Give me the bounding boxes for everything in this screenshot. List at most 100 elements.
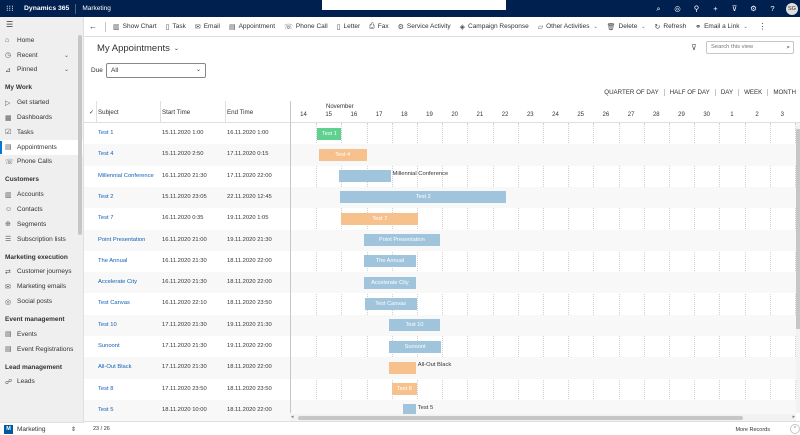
gantt-bar[interactable]: The Annual — [364, 255, 416, 268]
subject-link[interactable]: Test 1 — [98, 130, 114, 136]
table-row[interactable]: Millennial Conference 16.11.2020 21:30 17.… — [84, 166, 796, 187]
sidebar-item-recent[interactable]: ◷ Recent ⌄ — [0, 48, 83, 63]
sidebar-item-tasks[interactable]: ☑ Tasks — [0, 125, 83, 140]
back-arrow-icon[interactable]: ← — [89, 22, 97, 31]
table-row[interactable]: Test Canvas 16.11.2020 22:10 18.11.2020 23… — [84, 293, 796, 314]
table-row[interactable]: Accelerate City 16.11.2020 21:30 18.11.202… — [84, 272, 796, 294]
due-select[interactable]: All ⌄ — [106, 63, 206, 78]
gantt-bar[interactable]: Test 8 — [391, 383, 417, 396]
vertical-scrollbar[interactable] — [796, 123, 800, 413]
sidebar-item-marketing-emails[interactable]: ✉ Marketing emails — [0, 279, 83, 294]
subject-link[interactable]: The Annual — [98, 257, 128, 264]
search-icon[interactable]: ⌕ — [656, 3, 661, 13]
gantt-splitter[interactable] — [290, 101, 291, 413]
sidebar-scrollbar[interactable] — [78, 35, 82, 235]
more-commands-icon[interactable]: ⋮ — [758, 22, 767, 31]
chevron-down-icon[interactable]: ⌄ — [593, 23, 598, 30]
gantt-bar[interactable]: Sunoont — [389, 340, 441, 353]
table-row[interactable]: Sunoont 17.11.2020 21:30 19.11.2020 22:00 S… — [84, 336, 796, 357]
subject-link[interactable]: Test 10 — [98, 321, 117, 328]
view-selector[interactable]: My Appointments ⌄ — [97, 43, 179, 54]
column-header-start[interactable]: Start Time — [162, 109, 191, 116]
scroll-left-icon[interactable]: ◂ — [291, 414, 294, 420]
table-row[interactable]: Point Presentation 16.11.2020 21:00 19.11.… — [84, 229, 796, 251]
subject-link[interactable]: Accelerate City — [98, 279, 137, 286]
gantt-bar[interactable] — [338, 170, 391, 183]
help-icon[interactable]: ? — [770, 4, 775, 13]
campaign-response-button[interactable]: ◈ Campaign Response — [460, 23, 529, 31]
table-row[interactable]: Test 1 15.11.2020 1:00 16.11.2020 1:00 Test… — [84, 123, 796, 144]
table-row[interactable]: The Annual 16.11.2020 21:30 18.11.2020 22:… — [84, 251, 796, 272]
area-switcher[interactable]: M Marketing ⇕ — [0, 422, 84, 435]
gantt-bar[interactable]: Test 2 — [340, 191, 507, 204]
hamburger-menu-icon[interactable]: ☰ — [6, 20, 14, 29]
gantt-bar[interactable]: Test Canvas — [364, 297, 417, 310]
scroll-up-icon[interactable]: ⌃ — [790, 424, 800, 434]
subject-link[interactable]: Millennial Conference — [98, 172, 154, 179]
table-row[interactable]: Test 7 16.11.2020 0:35 19.11.2020 1:05 Test… — [84, 208, 796, 229]
chevron-down-icon[interactable]: ⌄ — [63, 52, 69, 59]
timescale-month[interactable]: MONTH — [773, 89, 796, 96]
subject-link[interactable]: Test 8 — [98, 385, 114, 392]
subject-link[interactable]: All-Out Black — [98, 364, 132, 371]
gear-icon[interactable]: ⚙ — [750, 4, 757, 13]
subject-link[interactable]: Test 4 — [98, 151, 114, 158]
subject-link[interactable]: Test 5 — [98, 406, 114, 413]
chevron-down-icon[interactable]: ⌄ — [641, 23, 646, 30]
subject-link[interactable]: Sunoont — [98, 343, 120, 349]
table-row[interactable]: Test 10 17.11.2020 21:30 19.11.2020 21:30 T… — [84, 314, 796, 336]
scroll-right-icon[interactable]: ▸ — [792, 414, 795, 420]
table-row[interactable]: All-Out Black 17.11.2020 21:30 18.11.2020 … — [84, 357, 796, 379]
service-activity-button[interactable]: ⚙ Service Activity — [398, 23, 451, 31]
select-all-checkmark-icon[interactable]: ✓ — [89, 109, 95, 116]
table-row[interactable]: Test 4 15.11.2020 2:50 17.11.2020 0:15 Test… — [84, 144, 796, 166]
email-a-link-button[interactable]: ⚭ Email a Link ⌄ — [695, 23, 747, 31]
timescale-half-of-day[interactable]: HALF OF DAY — [665, 89, 716, 96]
gantt-bar[interactable]: Test 4 — [318, 148, 367, 161]
search-input[interactable]: Search this view ⌕ — [706, 41, 794, 54]
chevron-down-icon[interactable]: ⌄ — [63, 67, 69, 74]
subject-link[interactable]: Point Presentation — [98, 236, 146, 243]
subject-link[interactable]: Test 7 — [98, 215, 114, 222]
gantt-bar[interactable]: Accelerate City — [364, 276, 416, 289]
fax-button[interactable]: ⎙ Fax — [369, 23, 388, 31]
gantt-bar[interactable] — [403, 404, 416, 417]
horizontal-scrollbar[interactable]: ◂ ▸ — [290, 414, 796, 421]
phone-call-button[interactable]: ☏ Phone Call — [284, 23, 328, 31]
sidebar-item-leads[interactable]: ☍ Leads — [0, 375, 83, 390]
email-button[interactable]: ✉ Email — [195, 23, 220, 31]
delete-button[interactable]: 🗑 Delete ⌄ — [607, 23, 646, 31]
sidebar-item-appointments[interactable]: ▤ Appointments — [0, 139, 83, 155]
sidebar-item-phone-calls[interactable]: ☏ Phone Calls — [0, 155, 83, 170]
sidebar-item-event-registrations[interactable]: ▤ Event Registrations — [0, 342, 83, 357]
gantt-bar[interactable]: Test 10 — [389, 319, 440, 332]
scroll-thumb[interactable] — [298, 415, 743, 420]
other-activities-button[interactable]: ▱ Other Activities ⌄ — [538, 23, 598, 31]
column-header-subject[interactable]: Subject — [98, 109, 119, 116]
sidebar-item-subscription-lists[interactable]: ☰ Subscription lists — [0, 232, 83, 247]
sidebar-item-pinned[interactable]: ⊿ Pinned ⌄ — [0, 63, 83, 78]
sidebar-item-contacts[interactable]: ☺ Contacts — [0, 202, 83, 217]
gantt-bar[interactable]: Test 7 — [341, 212, 419, 225]
search-icon[interactable]: ⌕ — [786, 44, 790, 51]
app-name[interactable]: Marketing — [82, 5, 111, 12]
subject-link[interactable]: Test 2 — [98, 193, 114, 200]
sidebar-item-dashboards[interactable]: ▦ Dashboards — [0, 110, 83, 125]
top-search-box[interactable] — [322, 0, 506, 10]
sidebar-item-get-started[interactable]: ▷ Get started — [0, 95, 83, 110]
table-row[interactable]: Test 2 15.11.2020 23:05 22.11.2020 12:45 Te… — [84, 186, 796, 209]
column-header-end[interactable]: End Time — [227, 109, 254, 116]
plus-icon[interactable]: + — [713, 4, 718, 13]
sidebar-item-social-posts[interactable]: ◎ Social posts — [0, 294, 83, 309]
timescale-day[interactable]: DAY — [716, 89, 740, 96]
gantt-bar[interactable] — [389, 361, 416, 374]
gantt-bar[interactable]: Test 1 — [317, 127, 342, 140]
show-chart-button[interactable]: ▥ Show Chart — [113, 23, 157, 31]
letter-button[interactable]: ▯ Letter — [337, 23, 360, 31]
app-launcher-icon[interactable]: ⁝⁝⁝ — [6, 4, 14, 13]
scroll-thumb[interactable] — [796, 129, 800, 329]
timescale-week[interactable]: WEEK — [739, 89, 769, 96]
sidebar-item-home[interactable]: ⌂ Home — [0, 33, 83, 48]
filter-icon[interactable]: ⊽ — [731, 4, 738, 13]
avatar[interactable]: SG — [786, 2, 798, 15]
